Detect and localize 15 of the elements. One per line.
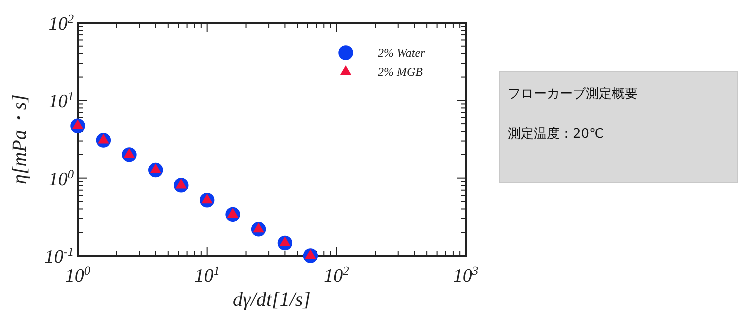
text: 測定温度：20℃ [508,126,604,142]
x-tick-label: 10$^{1}$ [194,264,220,287]
y-tick-label: 10$^{0}$ [48,167,75,190]
legend-label: 2% MGB [378,65,424,79]
legend-label: 2% Water [378,46,426,60]
x-tick-label: 10$^{3}$ [453,264,479,287]
y-axis-title: η[mPa・s] [9,94,31,184]
x-axis-title: dγ/dt[1/s] [233,289,311,311]
point [124,148,136,158]
y-tick-label: 10$^{2}$ [48,12,74,35]
x-tick-label: 10$^{2}$ [324,264,350,287]
point [176,178,188,189]
point [72,120,84,130]
y-tick-label: 10$^{1}$ [48,90,74,113]
text: フローカーブ測定概要 [508,87,638,102]
